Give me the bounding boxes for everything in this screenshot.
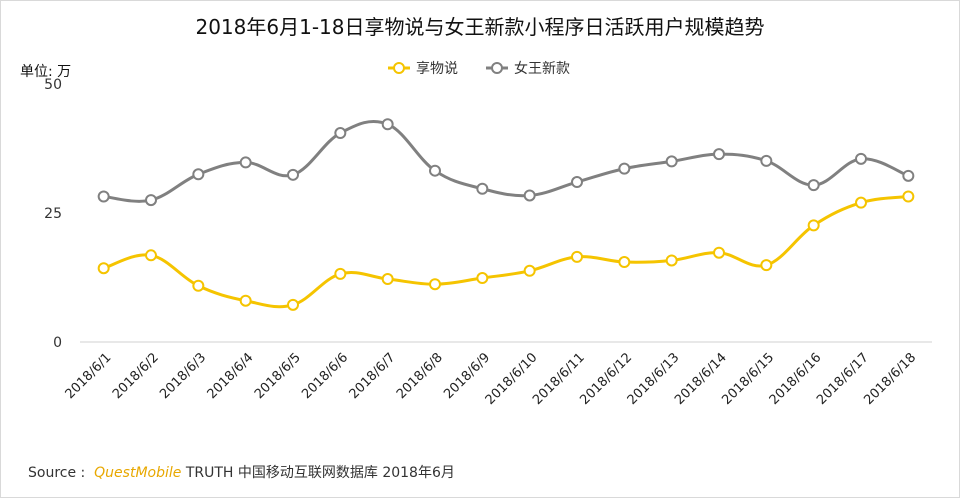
legend-label: 享物说 — [416, 60, 458, 77]
data-point — [665, 155, 678, 168]
data-point — [523, 189, 536, 202]
data-point — [429, 164, 441, 177]
data-point — [145, 194, 157, 207]
data-point — [192, 279, 205, 292]
legend-item: 女王新款 — [486, 60, 570, 77]
y-tick-label: 25 — [44, 206, 62, 222]
series-line — [103, 195, 909, 309]
data-point — [287, 168, 299, 181]
x-tick-label: 2018/6/18 — [861, 350, 919, 408]
series-2 — [97, 118, 915, 207]
x-tick-label: 2018/6/4 — [205, 350, 257, 402]
legend-marker — [393, 62, 405, 74]
data-point — [855, 196, 867, 209]
data-point — [381, 273, 394, 286]
x-tick-label: 2018/6/1 — [63, 350, 115, 402]
series-line — [103, 119, 909, 203]
series-layer — [97, 118, 915, 311]
data-point — [665, 254, 678, 267]
source-note: Source : QuestMobile TRUTH 中国移动互联网数据库 20… — [28, 462, 455, 482]
data-point — [334, 267, 347, 280]
source-text: TRUTH 中国移动互联网数据库 2018年6月 — [181, 465, 455, 481]
data-point — [476, 182, 489, 195]
data-point — [239, 156, 252, 169]
data-point — [807, 219, 820, 232]
y-tick-label: 0 — [53, 335, 62, 351]
data-point — [523, 264, 536, 277]
y-tick-label: 50 — [44, 77, 62, 93]
data-point — [713, 246, 725, 259]
data-point — [429, 278, 441, 291]
source-prefix: Source : — [28, 465, 95, 481]
legend-item: 享物说 — [388, 60, 458, 77]
data-point — [97, 190, 110, 203]
legend-marker — [491, 62, 503, 74]
data-point — [239, 294, 252, 307]
data-point — [713, 148, 725, 161]
data-point — [618, 162, 631, 175]
legend-label: 女王新款 — [514, 60, 570, 77]
data-point — [618, 256, 631, 269]
x-tick-label: 2018/6/7 — [347, 350, 399, 402]
y-axis: 0 25 50 — [44, 77, 62, 351]
data-point — [902, 169, 915, 182]
data-point — [807, 179, 820, 192]
data-point — [334, 127, 347, 140]
data-point — [381, 118, 394, 131]
x-tick-label: 2018/6/5 — [252, 350, 304, 402]
data-point — [760, 259, 773, 272]
x-axis-ticks: 2018/6/12018/6/22018/6/32018/6/42018/6/5… — [63, 350, 920, 408]
data-point — [902, 190, 915, 203]
x-tick-label: 2018/6/2 — [110, 350, 162, 402]
series-1 — [97, 190, 915, 311]
chart-title: 2018年6月1-18日享物说与女王新款小程序日活跃用户规模趋势 — [195, 15, 764, 39]
source-brand: QuestMobile — [94, 465, 182, 481]
data-point — [145, 249, 157, 262]
data-point — [192, 168, 205, 181]
data-point — [571, 250, 583, 263]
x-tick-label: 2018/6/3 — [157, 350, 209, 402]
data-point — [476, 272, 489, 285]
data-point — [760, 154, 773, 167]
unit-label: 单位: 万 — [20, 64, 71, 80]
data-point — [97, 262, 110, 275]
data-point — [855, 152, 867, 165]
x-tick-label: 2018/6/8 — [394, 350, 446, 402]
x-tick-label: 2018/6/6 — [299, 350, 351, 402]
data-point — [287, 298, 299, 311]
data-point — [571, 176, 583, 189]
legend: 享物说 女王新款 — [388, 60, 570, 77]
